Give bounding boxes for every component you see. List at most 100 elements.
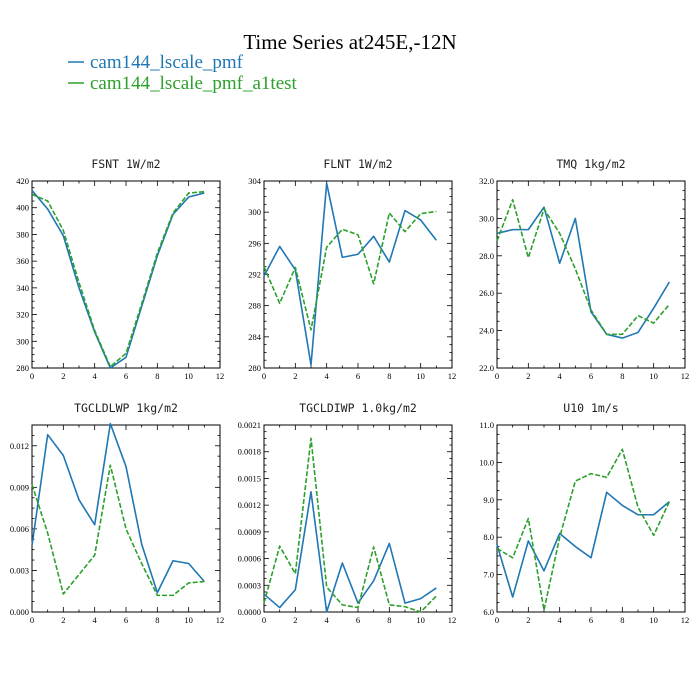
y-tick-label: 9.0 (483, 495, 494, 505)
series-line-1 (31, 422, 205, 594)
y-tick-label: 280 (16, 363, 29, 373)
series-line-1 (31, 189, 205, 369)
series-line-1 (263, 182, 437, 366)
x-tick-label: 4 (558, 615, 563, 625)
x-tick-label: 10 (649, 371, 658, 381)
panels: FSNT 1W/m20 2 4 6 8 10 12280300320340360380400… (10, 157, 689, 625)
y-tick-label: 0.000 (10, 607, 29, 617)
x-tick-label: 12 (448, 615, 457, 625)
x-tick-label: 12 (216, 615, 225, 625)
y-tick-label: 22.0 (479, 363, 494, 373)
y-tick-label: 296 (248, 238, 261, 248)
x-tick-label: 2 (61, 615, 65, 625)
x-tick-label: 4 (93, 371, 98, 381)
y-tick-label: 420 (16, 176, 29, 186)
series-line-2 (31, 464, 205, 597)
y-tick-label: 0.0015 (238, 473, 261, 483)
plot-frame (31, 180, 221, 369)
y-tick-label: 280 (248, 363, 261, 373)
x-tick-label: 4 (558, 371, 563, 381)
y-tick-label: 0.0021 (238, 420, 261, 430)
panel-title: FSNT 1W/m2 (91, 157, 160, 171)
panel-4: TGCLDLWP 1kg/m2 0 2 4 6 8 10 12 0.000 0.003 0.006 0… (10, 401, 224, 625)
y-tick-label: 0.0006 (238, 554, 261, 564)
y-tick-label: 30.0 (479, 213, 494, 223)
x-tick-label: 8 (155, 615, 159, 625)
panel-title: TGCLDIWP 1.0kg/m2 (299, 401, 417, 415)
x-tick-label: 10 (416, 371, 425, 381)
panel-1: FSNT 1W/m2 0 2 4 6 8 10 12 280 300 320 340 360 380 400… (16, 157, 224, 381)
x-tick-label: 2 (61, 371, 65, 381)
y-tick-label: 7.0 (483, 570, 494, 580)
x-tick-label: 6 (124, 371, 128, 381)
panel-title: U10 1m/s (563, 401, 618, 415)
series-line-1 (496, 206, 671, 339)
series-line-1 (263, 490, 437, 613)
x-tick-label: 10 (416, 615, 425, 625)
x-tick-label: 0 (495, 371, 499, 381)
y-tick-label: 26.0 (479, 288, 494, 298)
y-tick-label: 0.0003 (238, 580, 261, 590)
x-tick-label: 12 (216, 371, 225, 381)
plot-frame (31, 424, 221, 613)
panel-3: TMQ 1kg/m2 0 2 4 6 8 10 12 22.0 24.0 26.0 28.0 30.0 3… (479, 157, 689, 381)
x-tick-label: 2 (526, 615, 530, 625)
x-tick-label: 12 (681, 371, 690, 381)
x-tick-label: 6 (356, 371, 360, 381)
x-tick-label: 6 (589, 371, 593, 381)
x-tick-label: 4 (325, 371, 330, 381)
series-line-2 (263, 437, 437, 613)
legend: cam144_lscale_pmf cam144_lscale_pmf_a1te… (68, 52, 298, 94)
y-tick-label: 360 (16, 256, 29, 266)
y-tick-label: 284 (248, 332, 262, 342)
series-line-1 (496, 491, 670, 598)
panel-title: FLNT 1W/m2 (323, 157, 392, 171)
plot-frame (263, 424, 453, 613)
series-line-2 (496, 448, 671, 611)
x-tick-label: 2 (526, 371, 530, 381)
y-tick-label: 0.009 (10, 482, 29, 492)
x-tick-label: 8 (387, 615, 391, 625)
series-line-2 (31, 190, 205, 368)
y-tick-label: 8.0 (483, 532, 494, 542)
x-tick-label: 8 (620, 615, 624, 625)
x-tick-label: 2 (293, 615, 297, 625)
x-tick-label: 12 (448, 371, 457, 381)
y-tick-label: 0.012 (10, 441, 29, 451)
y-tick-label: 0.0012 (238, 500, 261, 510)
x-tick-label: 0 (262, 615, 266, 625)
y-tick-label: 0.0000 (238, 607, 261, 617)
series-line-2 (496, 198, 670, 336)
panel-5: TGCLDIWP 1.0kg/m2 0 2 4 6 8 10 12 0.0000 0.0003 0.… (238, 401, 457, 625)
x-tick-label: 6 (589, 615, 593, 625)
panel-6: U10 1m/s 0 2 4 6 8 10 12 6.0 7.0 8.0 9.0 10.0 11.0 (479, 401, 689, 625)
x-tick-label: 0 (30, 371, 34, 381)
x-tick-label: 6 (356, 615, 360, 625)
y-tick-label: 6.0 (483, 607, 494, 617)
y-tick-label: 380 (16, 229, 29, 239)
legend-label-1: cam144_lscale_pmf (90, 52, 244, 73)
y-tick-label: 288 (248, 301, 261, 311)
x-tick-label: 4 (93, 615, 98, 625)
plot-frame (496, 180, 686, 369)
y-tick-label: 320 (16, 310, 29, 320)
x-tick-label: 0 (262, 371, 266, 381)
x-tick-label: 8 (620, 371, 624, 381)
y-tick-label: 0.003 (10, 565, 29, 575)
y-tick-label: 304 (248, 176, 262, 186)
y-tick-label: 400 (16, 203, 29, 213)
figure-title: Time Series at245E,-12N (243, 30, 456, 54)
y-tick-label: 28.0 (479, 251, 494, 261)
y-tick-label: 300 (248, 207, 261, 217)
x-tick-label: 6 (124, 615, 128, 625)
y-tick-label: 24.0 (479, 326, 494, 336)
x-tick-label: 0 (30, 615, 34, 625)
y-tick-label: 11.0 (479, 420, 494, 430)
panel-2: FLNT 1W/m2 0 2 4 6 8 10 12 280 284 288 292 296 300 304 (248, 157, 456, 381)
x-tick-label: 8 (387, 371, 391, 381)
y-tick-label: 10.0 (479, 457, 494, 467)
x-tick-label: 12 (681, 615, 690, 625)
y-tick-label: 340 (16, 283, 29, 293)
x-tick-label: 2 (293, 371, 297, 381)
